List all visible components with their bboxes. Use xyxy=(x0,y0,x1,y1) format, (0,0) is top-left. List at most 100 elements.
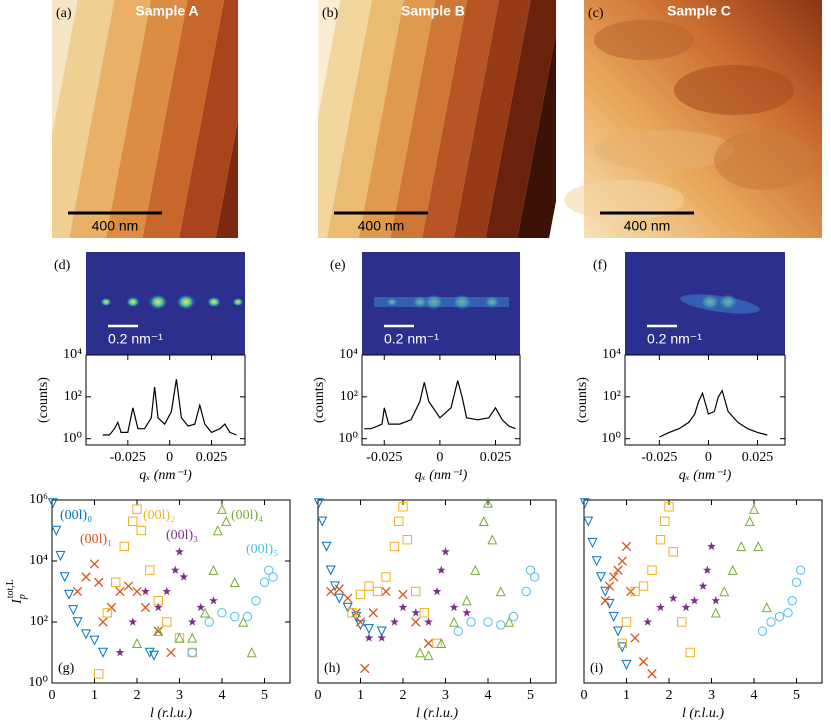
data-point xyxy=(47,498,58,509)
scatter-points xyxy=(47,498,278,679)
data-point xyxy=(530,572,540,582)
plot-frame xyxy=(85,354,246,446)
data-point xyxy=(174,632,185,643)
data-point xyxy=(495,586,506,597)
data-point xyxy=(251,595,261,606)
legend-label: (00l)₃ xyxy=(166,528,198,543)
data-point xyxy=(656,602,665,612)
x-tick-label: 5 xyxy=(793,688,800,703)
panel-label: (f) xyxy=(593,258,607,273)
data-point xyxy=(175,547,184,556)
x-tick-label: 0 xyxy=(705,450,712,465)
y-label-sub: p xyxy=(17,594,28,600)
data-point xyxy=(115,647,125,657)
x-tick-label: 0.025 xyxy=(742,450,774,465)
data-point xyxy=(229,577,240,588)
data-point xyxy=(363,624,375,635)
data-point xyxy=(381,586,391,597)
domain xyxy=(594,20,694,60)
plot-frame xyxy=(583,499,823,684)
data-point xyxy=(372,586,383,597)
data-point xyxy=(681,602,691,612)
panel-label: (e) xyxy=(330,258,346,273)
data-point xyxy=(246,647,257,658)
x-axis-label: qₓ (nm⁻¹) xyxy=(415,468,468,483)
data-point xyxy=(377,633,387,642)
data-point xyxy=(638,581,649,591)
data-point xyxy=(334,584,344,594)
x-tick-label: -0.025 xyxy=(110,450,146,465)
y-axis-label: (counts) xyxy=(312,377,327,423)
data-point xyxy=(583,516,594,527)
data-point xyxy=(710,607,721,618)
mask xyxy=(0,0,52,238)
data-point xyxy=(600,596,610,606)
data-point xyxy=(94,669,104,679)
data-point xyxy=(55,550,66,561)
data-point xyxy=(690,596,699,605)
data-point xyxy=(702,565,712,574)
data-point xyxy=(128,516,138,527)
data-point xyxy=(595,572,607,583)
data-point xyxy=(462,608,472,617)
data-point xyxy=(617,556,627,566)
data-point xyxy=(783,608,793,618)
image-title: Sample C xyxy=(667,3,731,19)
legend-label: (00l)₄ xyxy=(231,508,263,523)
data-point xyxy=(461,595,472,606)
data-point xyxy=(398,502,408,512)
x-tick-label: 5 xyxy=(527,688,534,703)
data-point xyxy=(621,541,632,552)
data-point xyxy=(196,602,206,612)
data-point xyxy=(364,581,374,591)
y-axis-label: (counts) xyxy=(575,377,590,423)
data-point xyxy=(179,572,189,581)
data-point xyxy=(326,586,336,597)
data-point xyxy=(423,638,434,648)
diffraction-spot xyxy=(176,294,196,310)
x-tick-label: -0.025 xyxy=(366,450,402,465)
data-point xyxy=(525,565,536,575)
data-point xyxy=(766,617,776,627)
x-tick-label: 3 xyxy=(176,688,183,703)
data-point xyxy=(166,647,176,658)
data-point xyxy=(162,586,172,596)
data-point xyxy=(131,638,143,649)
data-point xyxy=(612,626,624,637)
legend-label: (00l)₅ xyxy=(246,542,278,557)
data-point xyxy=(449,602,459,612)
data-point xyxy=(381,572,391,582)
data-point xyxy=(394,516,404,527)
data-point xyxy=(432,586,442,596)
panel-label: (d) xyxy=(54,258,71,273)
data-point xyxy=(483,617,493,627)
y-label-base: I xyxy=(10,598,25,605)
x-tick-label: -0.025 xyxy=(641,450,677,465)
data-point xyxy=(123,581,134,591)
data-point xyxy=(621,659,632,670)
data-point xyxy=(364,633,374,642)
diffuse-streak xyxy=(374,297,509,307)
data-point xyxy=(470,564,481,575)
data-point xyxy=(144,647,155,658)
plot-frame xyxy=(317,499,557,684)
terrace xyxy=(32,0,115,238)
data-point xyxy=(317,516,328,527)
data-point xyxy=(647,565,657,575)
data-point xyxy=(342,602,353,613)
x-tick-label: 0 xyxy=(436,450,443,465)
domain xyxy=(714,130,814,190)
x-tick-label: 1 xyxy=(623,688,630,703)
data-point xyxy=(259,577,270,588)
data-point xyxy=(325,565,336,576)
x-axis-label: l (r.l.u.) xyxy=(150,706,192,721)
x-tick-label: 4 xyxy=(751,688,758,703)
panel-label: (a) xyxy=(56,6,72,21)
data-point xyxy=(187,617,197,626)
data-point xyxy=(389,541,400,552)
data-point xyxy=(264,565,274,575)
data-point xyxy=(668,547,678,557)
data-point xyxy=(145,565,155,575)
data-point xyxy=(753,541,764,552)
plot-frame xyxy=(361,354,521,446)
